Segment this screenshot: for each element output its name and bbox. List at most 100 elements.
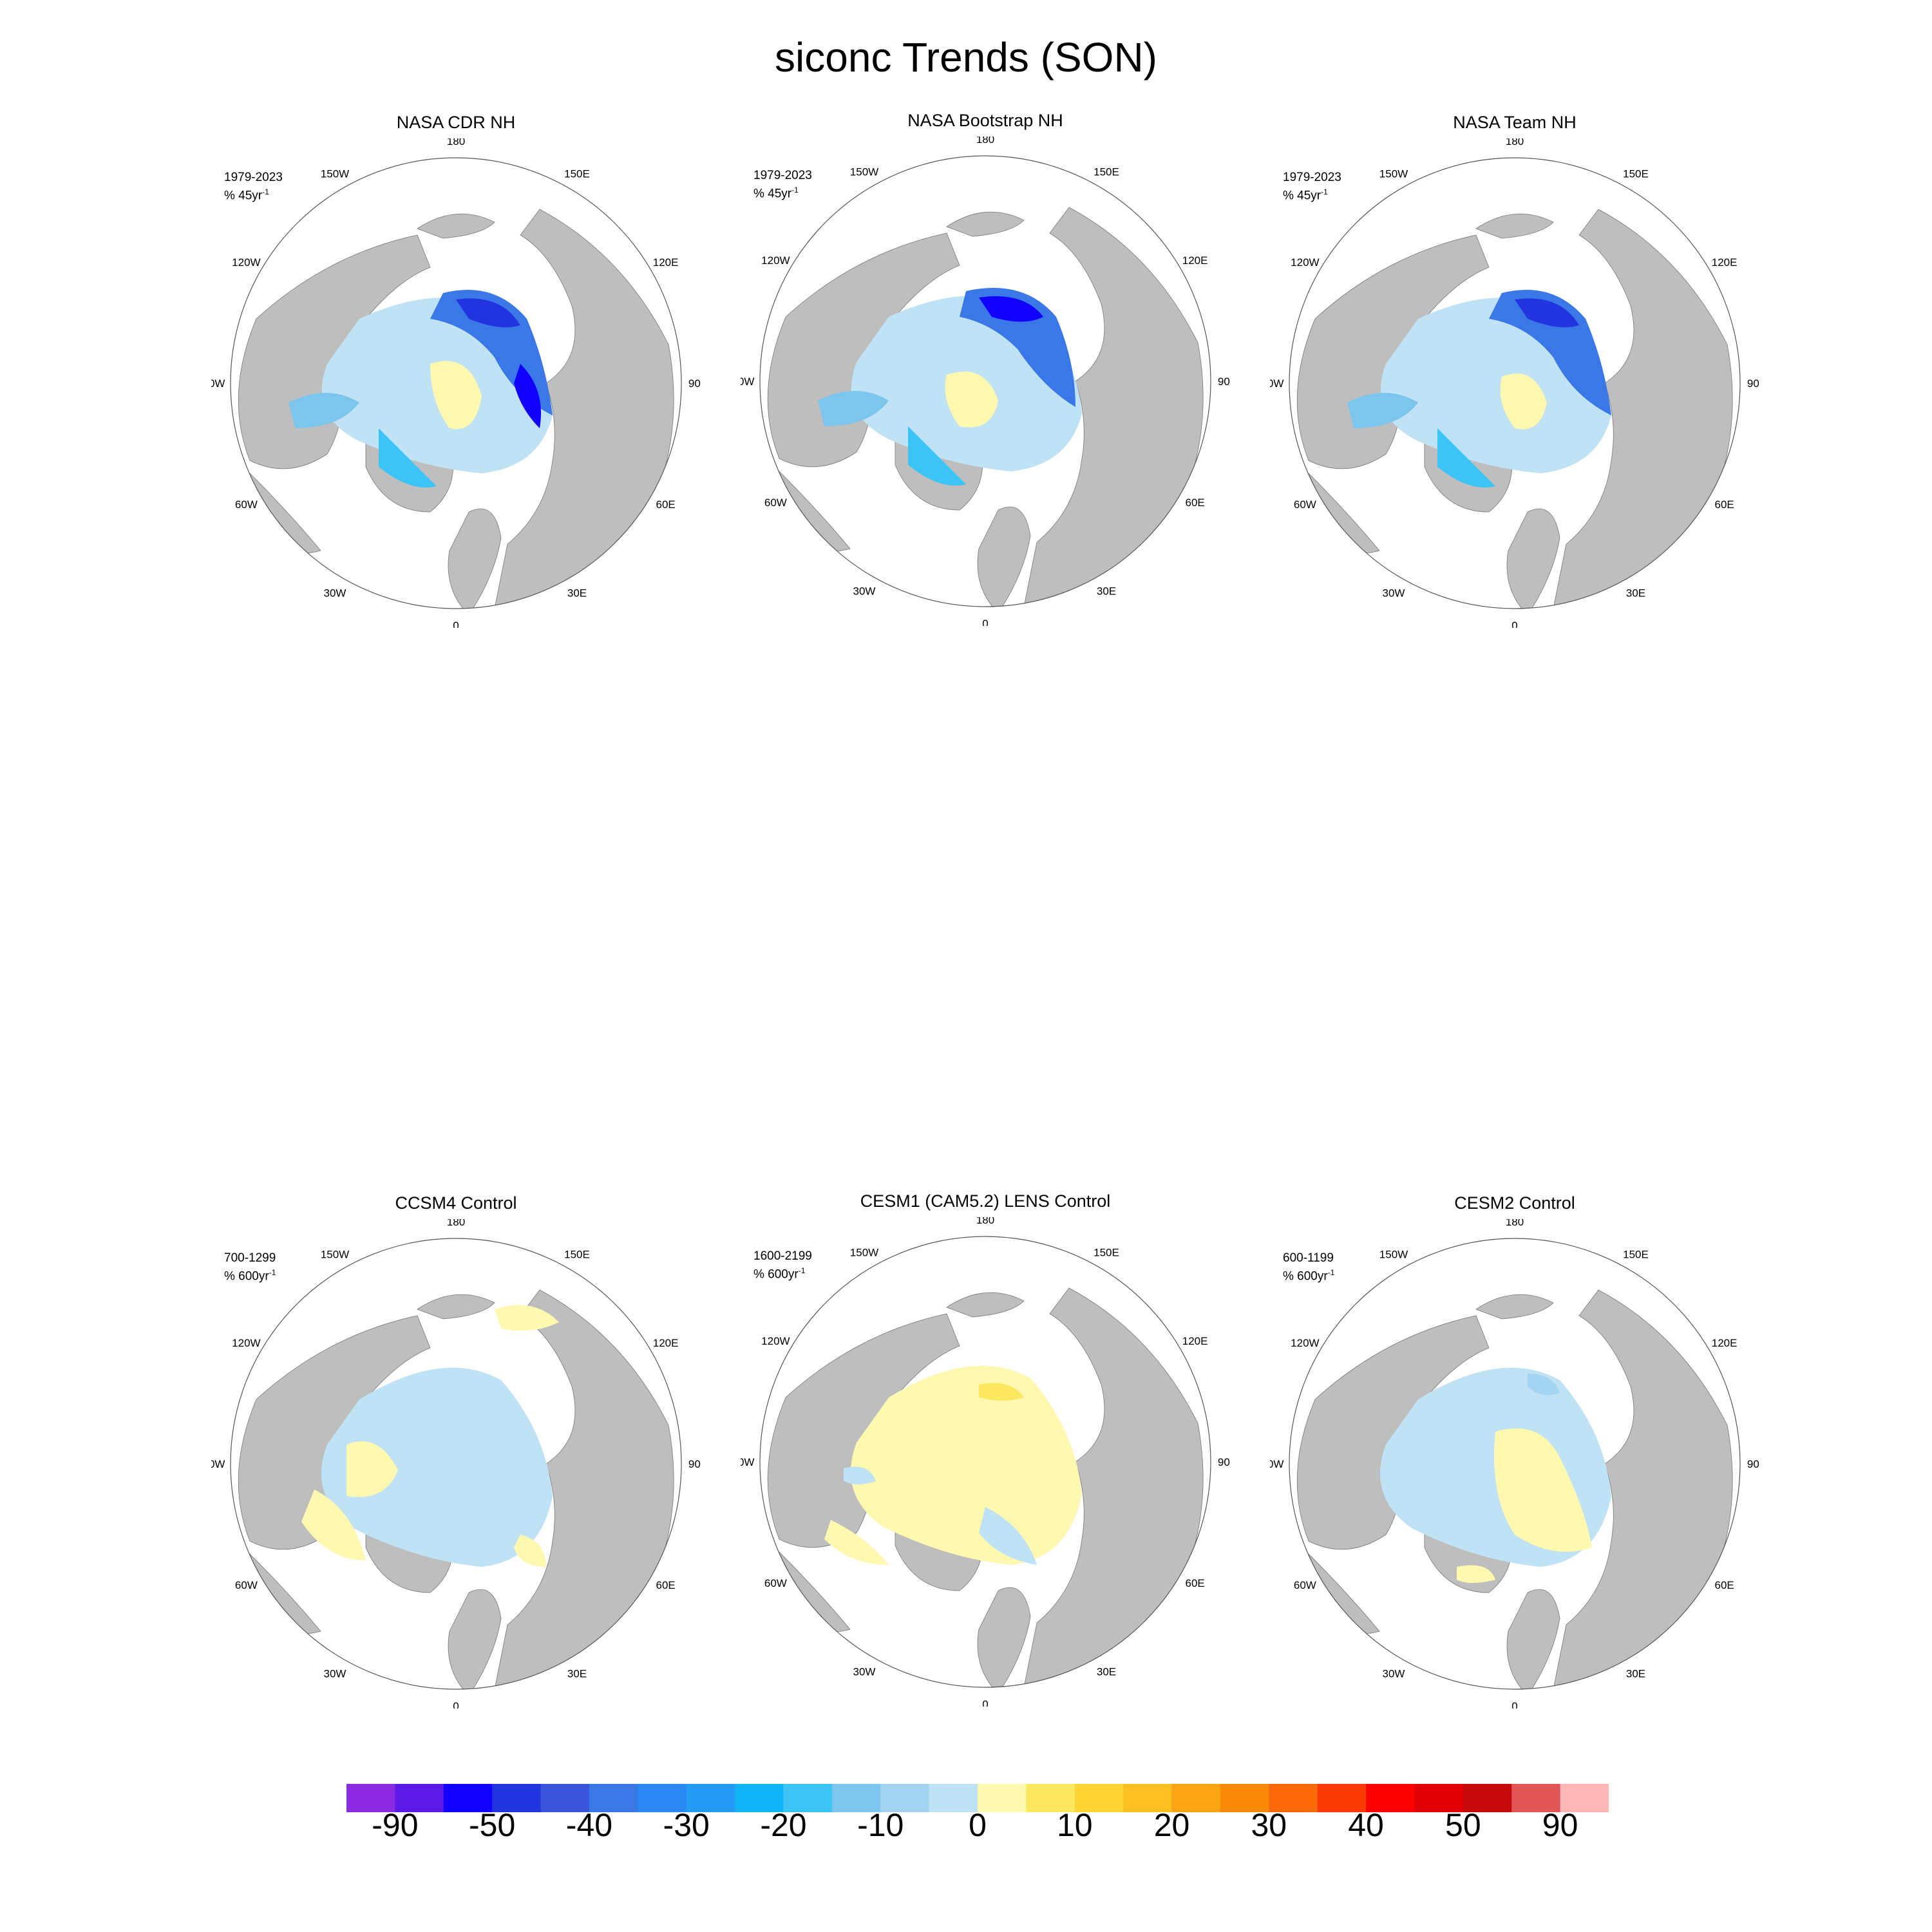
longitude-label: 60W (764, 1577, 787, 1589)
longitude-label: 30E (1626, 587, 1645, 600)
colorbar (346, 1784, 1609, 1812)
colorbar-bin (1123, 1784, 1173, 1812)
colorbar-bin (638, 1784, 687, 1812)
colorbar-bin (1026, 1784, 1075, 1812)
units-label: % 600yr-1 (224, 1268, 276, 1283)
longitude-label: 90W (1270, 1458, 1283, 1470)
map-panel: NASA Team NH 1979-2023 % 45yr-1 180 150E 120E… (1270, 113, 1759, 628)
longitude-label: 150E (1094, 166, 1119, 178)
longitude-label: 120E (653, 256, 679, 269)
trend-field (960, 288, 1075, 407)
colorbar-bin (492, 1784, 542, 1812)
longitude-label: 30W (853, 585, 876, 598)
longitude-label: 60E (1186, 497, 1205, 509)
longitude-label: 120E (1712, 256, 1738, 269)
trend-field (514, 1535, 546, 1567)
colorbar-bin (395, 1784, 444, 1812)
landmass (1023, 207, 1204, 607)
longitude-label: 0 (982, 618, 988, 626)
landmass (494, 1289, 674, 1689)
landmass (448, 508, 502, 609)
colorbar-bin (346, 1784, 395, 1812)
colorbar-bin (1414, 1784, 1464, 1812)
longitude-label: 180 (1506, 1219, 1524, 1228)
period-annotation: 1979-2023 % 45yr-1 (224, 171, 283, 203)
longitude-label: 150W (1379, 1248, 1408, 1260)
longitude-label: 150E (564, 167, 590, 180)
longitude-label: 150E (1094, 1246, 1119, 1258)
panel-title: CESM2 Control (1454, 1193, 1575, 1213)
longitude-label: 120W (232, 1337, 260, 1349)
longitude-label: 30W (1383, 587, 1405, 600)
longitude-label: 90E (1218, 1456, 1230, 1468)
colorbar-bin (735, 1784, 784, 1812)
polar-map: 180 150E 120E 90E 60E 30E 0 30W 60W 90W 120W 150W (211, 1219, 701, 1709)
landmass (417, 213, 495, 239)
colorbar-bin (831, 1784, 881, 1812)
colorbar-label: -20 (760, 1807, 807, 1843)
colorbar-label: -30 (663, 1807, 710, 1843)
period-annotation: 600-1199 % 600yr-1 (1283, 1251, 1334, 1283)
colorbar-label: 90 (1542, 1807, 1578, 1843)
units-label: % 45yr-1 (1283, 187, 1328, 203)
map-boundary (1289, 1238, 1741, 1690)
trend-field (1457, 1565, 1495, 1583)
landmass (1475, 213, 1554, 239)
trend-field (979, 296, 1043, 322)
colorbar-bin (880, 1784, 930, 1812)
colorbar-bin (1074, 1784, 1124, 1812)
landmass (417, 1294, 495, 1320)
longitude-label: 120W (761, 254, 790, 267)
trend-field (346, 1441, 398, 1497)
longitude-label: 120E (653, 1337, 679, 1349)
trend-field (430, 361, 482, 430)
landmass (1475, 1294, 1554, 1320)
landmass (946, 1292, 1025, 1318)
units-label: % 45yr-1 (753, 185, 799, 201)
map-panel: CCSM4 Control 700-1299 % 600yr-1 180 150E 120… (211, 1193, 701, 1709)
longitude-label: 30W (1383, 1668, 1405, 1680)
longitude-label: 60W (235, 1579, 258, 1591)
longitude-label: 0 (1511, 1700, 1517, 1709)
trend-field (851, 1365, 1082, 1565)
colorbar-bin (686, 1784, 735, 1812)
trend-field (301, 1490, 366, 1560)
colorbar-label: 40 (1348, 1807, 1384, 1843)
trend-field (979, 1507, 1037, 1565)
colorbar-label: -10 (857, 1807, 904, 1843)
trend-field (945, 372, 998, 428)
colorbar-bin (1317, 1784, 1367, 1812)
map-panel: NASA CDR NH 1979-2023 % 45yr-1 180 150E 120E 9… (211, 113, 701, 628)
trend-field (844, 1466, 876, 1484)
longitude-label: 120W (1291, 256, 1319, 269)
longitude-label: 90E (688, 1458, 701, 1470)
panel-title: CCSM4 Control (395, 1193, 517, 1213)
period-range: 1600-2199 (753, 1249, 812, 1263)
longitude-label: 180 (1506, 138, 1524, 147)
trend-field (456, 298, 520, 328)
longitude-label: 150W (321, 167, 349, 180)
trend-field (1437, 428, 1495, 488)
longitude-label: 90E (1218, 375, 1230, 388)
period-annotation: 700-1299 % 600yr-1 (224, 1251, 276, 1283)
longitude-label: 120E (1182, 1335, 1208, 1347)
polar-map: 180 150E 120E 90E 60E 30E 0 30W 60W 90W 120W 150W (1270, 1219, 1759, 1709)
trend-field (495, 1305, 559, 1331)
longitude-label: 150E (1623, 167, 1649, 180)
trend-field (818, 391, 889, 426)
longitude-label: 90W (211, 377, 225, 390)
longitude-label: 0 (1511, 620, 1517, 628)
panel-title: NASA Bootstrap NH (907, 111, 1063, 130)
longitude-label: 90W (741, 1456, 754, 1468)
landmass (1023, 1287, 1204, 1687)
landmass (946, 211, 1025, 237)
longitude-label: 90W (741, 375, 754, 388)
longitude-label: 90E (688, 377, 701, 390)
colorbar-bin (978, 1784, 1027, 1812)
colorbar-label: 0 (969, 1807, 987, 1843)
longitude-label: 180 (447, 1219, 465, 1228)
longitude-label: 90E (1747, 1458, 1759, 1470)
landmass (448, 1589, 502, 1689)
map-panel: CESM1 (CAM5.2) LENS Control 1600-2199 % 60… (741, 1191, 1230, 1707)
period-range: 1979-2023 (753, 169, 812, 182)
